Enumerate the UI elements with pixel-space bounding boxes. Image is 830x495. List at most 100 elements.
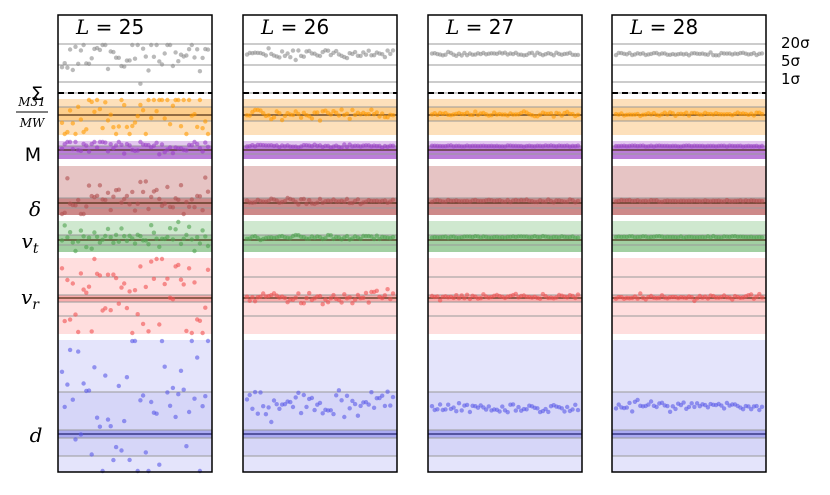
data-point — [203, 305, 208, 310]
data-point — [483, 407, 489, 412]
data-point — [113, 143, 119, 148]
data-point — [296, 291, 301, 296]
data-point — [510, 402, 516, 407]
data-point — [380, 52, 385, 57]
data-point — [86, 149, 92, 154]
row-band-1 — [243, 99, 397, 135]
data-point — [258, 390, 263, 395]
data-point — [382, 293, 388, 298]
row-band-6 — [243, 340, 397, 472]
data-point — [363, 52, 369, 57]
data-point — [559, 406, 564, 411]
row-band-5 — [58, 256, 212, 336]
data-point — [157, 462, 162, 467]
data-point — [92, 139, 97, 145]
row-band-5 — [243, 258, 397, 334]
data-point — [301, 392, 306, 398]
data-point — [301, 196, 306, 202]
band-inner — [58, 107, 212, 121]
data-point — [271, 115, 277, 120]
data-point — [336, 297, 342, 302]
data-point — [151, 54, 157, 59]
data-point — [189, 143, 194, 148]
data-point — [358, 403, 363, 409]
data-point — [304, 295, 309, 301]
data-point — [296, 111, 301, 117]
data-point — [374, 288, 379, 293]
data-point — [689, 295, 694, 300]
data-point — [157, 244, 162, 249]
data-point — [111, 146, 116, 151]
data-point — [189, 330, 194, 336]
data-point — [170, 103, 176, 109]
data-point — [759, 111, 765, 117]
data-point — [454, 293, 459, 298]
data-point — [355, 413, 361, 418]
data-point — [344, 196, 350, 202]
data-point — [94, 415, 100, 420]
data-point — [92, 256, 97, 262]
data-point — [149, 399, 154, 405]
data-point — [195, 235, 200, 240]
band-fill — [58, 44, 212, 93]
data-point — [266, 113, 271, 118]
data-point — [293, 395, 298, 400]
data-point — [151, 97, 157, 103]
data-point — [97, 106, 103, 112]
row-label-main: v — [21, 285, 33, 309]
data-point — [298, 115, 304, 120]
data-point — [103, 197, 108, 203]
data-point — [124, 238, 130, 244]
data-point — [205, 338, 211, 344]
band-inner — [58, 198, 212, 215]
data-point — [575, 112, 581, 118]
data-point — [116, 239, 122, 244]
data-point — [89, 246, 94, 251]
data-point — [84, 127, 89, 132]
data-point — [759, 143, 765, 149]
data-point — [73, 131, 78, 137]
data-point — [111, 125, 116, 130]
data-point — [124, 193, 130, 199]
row-label: Σ — [31, 83, 43, 105]
data-point — [167, 122, 173, 127]
row-label-main: δ — [29, 197, 41, 221]
band-inner — [428, 146, 582, 159]
data-point — [328, 112, 333, 117]
panel-title-value: = 27 — [459, 15, 514, 39]
data-point — [486, 404, 491, 409]
panel-title: L = 27 — [445, 15, 514, 39]
data-point — [635, 296, 640, 301]
data-point — [200, 228, 205, 233]
data-point — [154, 236, 159, 241]
data-point — [140, 393, 146, 398]
data-point — [334, 110, 339, 116]
data-point — [390, 113, 396, 118]
data-point — [342, 199, 347, 204]
data-point — [181, 211, 186, 217]
data-point — [277, 55, 282, 60]
data-point — [443, 407, 448, 412]
data-point — [638, 291, 643, 296]
data-point — [176, 262, 181, 268]
data-point — [122, 151, 127, 156]
data-point — [89, 99, 94, 105]
data-point — [165, 97, 170, 103]
data-point — [165, 276, 170, 281]
data-point — [138, 81, 143, 86]
data-point — [130, 236, 135, 241]
data-point — [132, 208, 138, 213]
band-inner — [612, 146, 766, 159]
data-point — [67, 230, 73, 235]
data-point — [157, 196, 162, 202]
data-point — [140, 108, 146, 113]
data-point — [143, 54, 148, 59]
data-point — [116, 124, 122, 129]
sigma-level-label: 5σ — [781, 52, 801, 70]
data-point — [255, 411, 260, 416]
panel-title: L = 25 — [75, 15, 144, 39]
data-point — [146, 206, 151, 212]
row-label-bottom: MW — [19, 116, 46, 130]
data-point — [59, 369, 65, 374]
data-point — [178, 277, 184, 282]
